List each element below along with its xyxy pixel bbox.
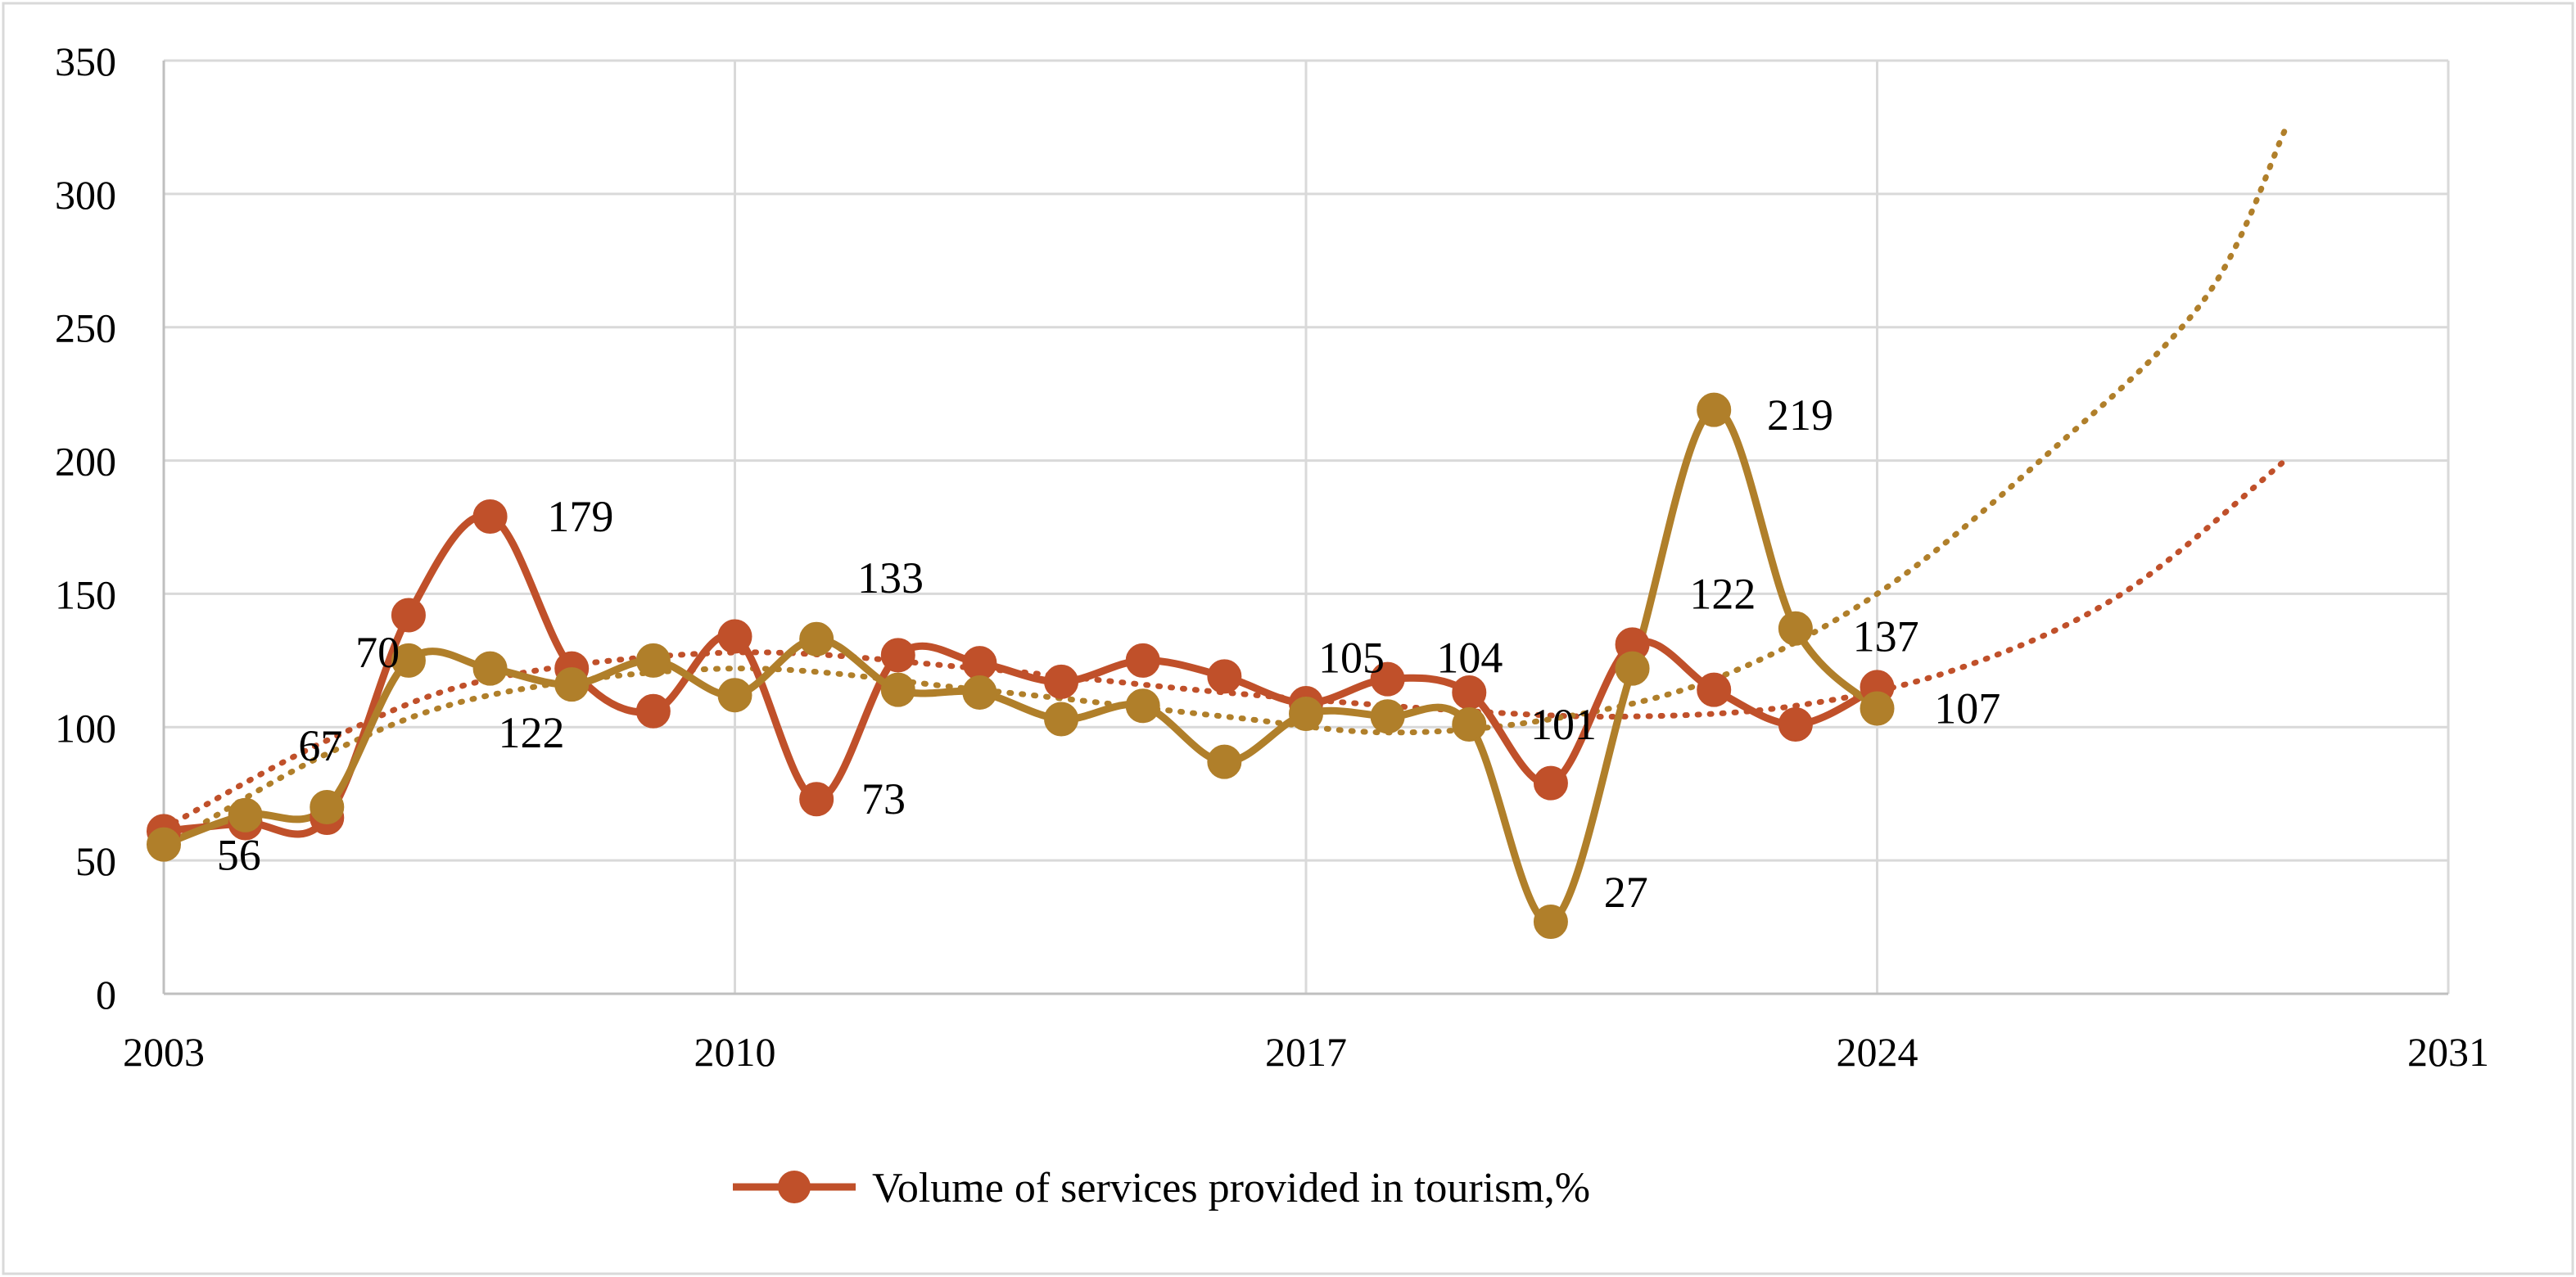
legend-swatch-marker <box>778 1171 811 1203</box>
y-tick-label: 0 <box>96 972 116 1018</box>
series-0-point <box>1533 765 1568 801</box>
series-1-point <box>1860 691 1895 726</box>
data-label: 104 <box>1436 634 1503 683</box>
data-label: 73 <box>861 774 906 824</box>
y-tick-label: 50 <box>75 838 116 884</box>
data-label: 101 <box>1530 700 1597 749</box>
series-1-point <box>962 675 997 710</box>
series-0-point <box>717 619 752 654</box>
y-tick-label: 100 <box>55 705 116 751</box>
data-label: 179 <box>547 492 613 541</box>
series-1-point <box>228 797 263 833</box>
x-tick-label: 2024 <box>1837 1029 1918 1075</box>
legend[interactable]: Volume of services provided in tourism,% <box>733 1165 1590 1212</box>
series-1-point <box>1125 688 1160 724</box>
series-1-point <box>717 678 752 713</box>
series-1-point <box>1289 697 1323 731</box>
series-1-point <box>1533 905 1568 940</box>
data-label: 122 <box>499 708 565 757</box>
y-tick-label: 200 <box>55 439 116 485</box>
data-label: 105 <box>1318 634 1385 683</box>
y-tick-label: 350 <box>55 38 116 84</box>
series-1-point <box>1697 392 1732 427</box>
series-0-point <box>1125 643 1160 678</box>
series-1-point <box>1452 707 1487 742</box>
data-label: 122 <box>1689 569 1756 618</box>
data-label: 67 <box>298 721 342 770</box>
x-tick-label: 2003 <box>123 1029 205 1075</box>
series-1-point <box>391 643 426 678</box>
series-lines <box>147 392 1895 940</box>
y-tick-label: 250 <box>55 305 116 351</box>
series-0-point <box>635 693 671 729</box>
series-1-point <box>880 672 915 707</box>
series-1-point <box>1778 611 1813 646</box>
series-1-point <box>554 667 590 702</box>
data-label: 107 <box>1934 684 2000 733</box>
data-label: 133 <box>857 553 924 602</box>
data-labels: 179 73 56 67 70 122 133 105 104 101 27 122 219 137 107 <box>217 390 2000 917</box>
legend-label: Volume of services provided in tourism,% <box>872 1165 1590 1212</box>
y-tick-label: 150 <box>55 571 116 617</box>
series-0-point <box>1207 659 1242 694</box>
series-0-point <box>1370 661 1405 697</box>
series-1-point <box>1615 651 1650 686</box>
series-1-point <box>799 621 834 657</box>
series-0-point <box>1044 664 1079 699</box>
series-0-point <box>880 638 915 673</box>
series-1-point <box>1370 699 1405 734</box>
series-0-point <box>472 499 508 534</box>
series-1-point <box>310 790 345 824</box>
x-tick-label: 2031 <box>2407 1029 2489 1075</box>
series-1-point <box>147 827 181 862</box>
series-1-point <box>635 643 671 678</box>
series-0-point <box>391 598 426 633</box>
series-line-0 <box>160 512 1881 838</box>
axes: 0 50 100 150 200 250 300 350 2003 2010 2017 2024 203… <box>55 38 2489 1075</box>
y-tick-label: 300 <box>55 172 116 218</box>
series-0-point <box>1697 672 1732 707</box>
data-label: 70 <box>355 628 400 677</box>
series-0-point <box>799 782 834 817</box>
series-1-point <box>1207 744 1242 779</box>
data-label: 219 <box>1767 390 1833 440</box>
data-label: 56 <box>217 831 261 880</box>
series-1-point <box>472 651 508 686</box>
trendline-1 <box>160 127 2289 851</box>
gridlines <box>164 59 2450 994</box>
series-0-point <box>962 646 997 681</box>
x-tick-label: 2017 <box>1265 1029 1347 1075</box>
data-label: 27 <box>1604 868 1648 917</box>
data-label: 137 <box>1853 612 1919 661</box>
series-1-point <box>1044 702 1079 737</box>
series-0-point <box>1778 707 1813 742</box>
x-tick-label: 2010 <box>694 1029 776 1075</box>
